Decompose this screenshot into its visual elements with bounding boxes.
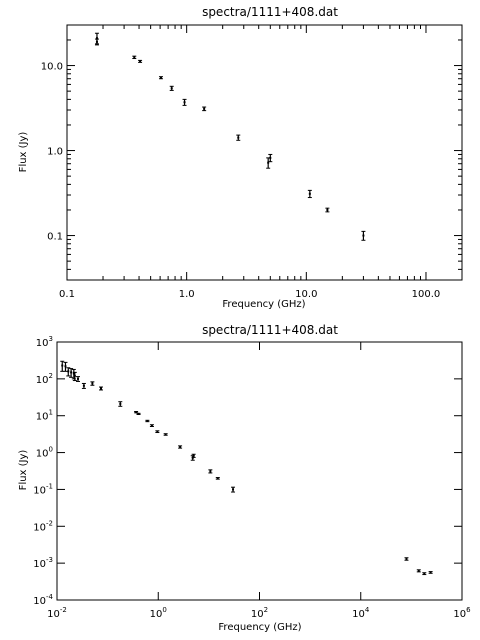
data-point <box>95 40 98 43</box>
data-point <box>119 402 122 405</box>
data-point <box>61 364 64 367</box>
data-point <box>417 569 420 572</box>
y-tick-exponent: 0 <box>49 446 53 454</box>
x-tick-base: 10 <box>47 609 60 620</box>
y-tick-label: 10.0 <box>41 62 63 73</box>
data-point <box>192 454 195 457</box>
y-tick-label: 10-2 <box>33 519 53 533</box>
data-point <box>137 412 140 415</box>
data-point <box>203 107 206 110</box>
data-point <box>362 234 365 237</box>
data-point <box>183 101 186 104</box>
y-tick-label: 103 <box>36 335 53 349</box>
y-tick-label: 1.0 <box>47 147 63 158</box>
y-tick-label: 10-3 <box>33 556 53 570</box>
chart-title: spectra/1111+408.dat <box>202 323 338 337</box>
x-axis-label: Frequency (GHz) <box>222 299 305 310</box>
x-tick-exponent: -2 <box>60 606 67 614</box>
x-tick-base: 10 <box>352 609 365 620</box>
x-tick-label: 104 <box>352 606 370 620</box>
data-point <box>150 424 153 427</box>
x-tick-label: 102 <box>251 606 268 620</box>
y-tick-base: 10 <box>36 449 49 460</box>
y-axis-label: Flux (Jy) <box>18 450 29 491</box>
y-tick-base: 10 <box>33 559 46 570</box>
data-point <box>73 374 76 377</box>
x-tick-label: 106 <box>453 606 471 620</box>
x-tick-exponent: 4 <box>365 606 370 614</box>
data-point <box>179 445 182 448</box>
data-point <box>232 488 235 491</box>
x-tick-base: 10 <box>453 609 466 620</box>
data-point <box>139 60 142 63</box>
data-point <box>159 76 162 79</box>
x-axis-label: Frequency (GHz) <box>218 622 301 633</box>
x-tick-exponent: 2 <box>264 606 268 614</box>
y-tick-base: 10 <box>36 338 49 349</box>
data-point <box>237 136 240 139</box>
data-point <box>70 371 73 374</box>
data-point <box>308 192 311 195</box>
data-point <box>216 477 219 480</box>
data-point <box>95 37 98 40</box>
y-tick-label: 10-1 <box>33 482 53 496</box>
top-chart: spectra/1111+408.dat Frequency (GHz) Flu… <box>18 5 463 310</box>
x-tick-exponent: 0 <box>162 606 166 614</box>
y-tick-exponent: 3 <box>49 335 53 343</box>
data-point <box>64 365 67 368</box>
x-tick-label: 100.0 <box>412 289 441 300</box>
data-point <box>326 208 329 211</box>
plot-frame <box>66 24 463 281</box>
y-axis-label: Flux (Jy) <box>18 132 29 173</box>
data-point <box>170 87 173 90</box>
data-point <box>429 571 432 574</box>
y-tick-label: 10-4 <box>33 593 53 607</box>
bottom-chart: spectra/1111+408.dat Frequency (GHz) Flu… <box>18 323 471 633</box>
data-point <box>269 156 272 159</box>
data-point <box>156 430 159 433</box>
plot-frame <box>56 341 463 601</box>
y-tick-label: 101 <box>36 409 53 423</box>
x-tick-label: 100 <box>150 606 167 620</box>
data-point <box>135 411 138 414</box>
y-tick-label: 102 <box>36 372 53 386</box>
data-point <box>72 372 75 375</box>
x-tick-label: 10-2 <box>47 606 67 620</box>
y-tick-exponent: 2 <box>49 372 53 380</box>
data-point <box>146 419 149 422</box>
data-point <box>67 370 70 373</box>
y-tick-label: 0.1 <box>47 232 63 243</box>
x-tick-base: 10 <box>251 609 264 620</box>
data-point <box>164 433 167 436</box>
y-tick-base: 10 <box>33 522 46 533</box>
data-point <box>77 377 80 380</box>
data-point <box>100 387 103 390</box>
x-tick-label: 0.1 <box>59 289 75 300</box>
y-tick-base: 10 <box>36 375 49 386</box>
data-point <box>405 557 408 560</box>
x-tick-exponent: 6 <box>466 606 471 614</box>
data-point <box>91 382 94 385</box>
y-tick-exponent: -3 <box>46 556 53 564</box>
data-point <box>423 572 426 575</box>
y-tick-base: 10 <box>33 485 46 496</box>
x-tick-label: 1.0 <box>179 289 195 300</box>
data-point <box>267 161 270 164</box>
data-point <box>133 56 136 59</box>
x-tick-label: 10.0 <box>295 289 317 300</box>
y-tick-base: 10 <box>36 412 49 423</box>
data-point <box>209 470 212 473</box>
y-tick-exponent: -4 <box>46 593 54 601</box>
y-tick-exponent: -2 <box>46 519 53 527</box>
y-tick-exponent: 1 <box>49 409 53 417</box>
y-tick-label: 100 <box>36 446 53 460</box>
chart-title: spectra/1111+408.dat <box>202 5 338 19</box>
y-tick-base: 10 <box>33 596 46 607</box>
y-tick-exponent: -1 <box>46 482 53 490</box>
data-point <box>82 384 85 387</box>
x-tick-base: 10 <box>150 609 163 620</box>
